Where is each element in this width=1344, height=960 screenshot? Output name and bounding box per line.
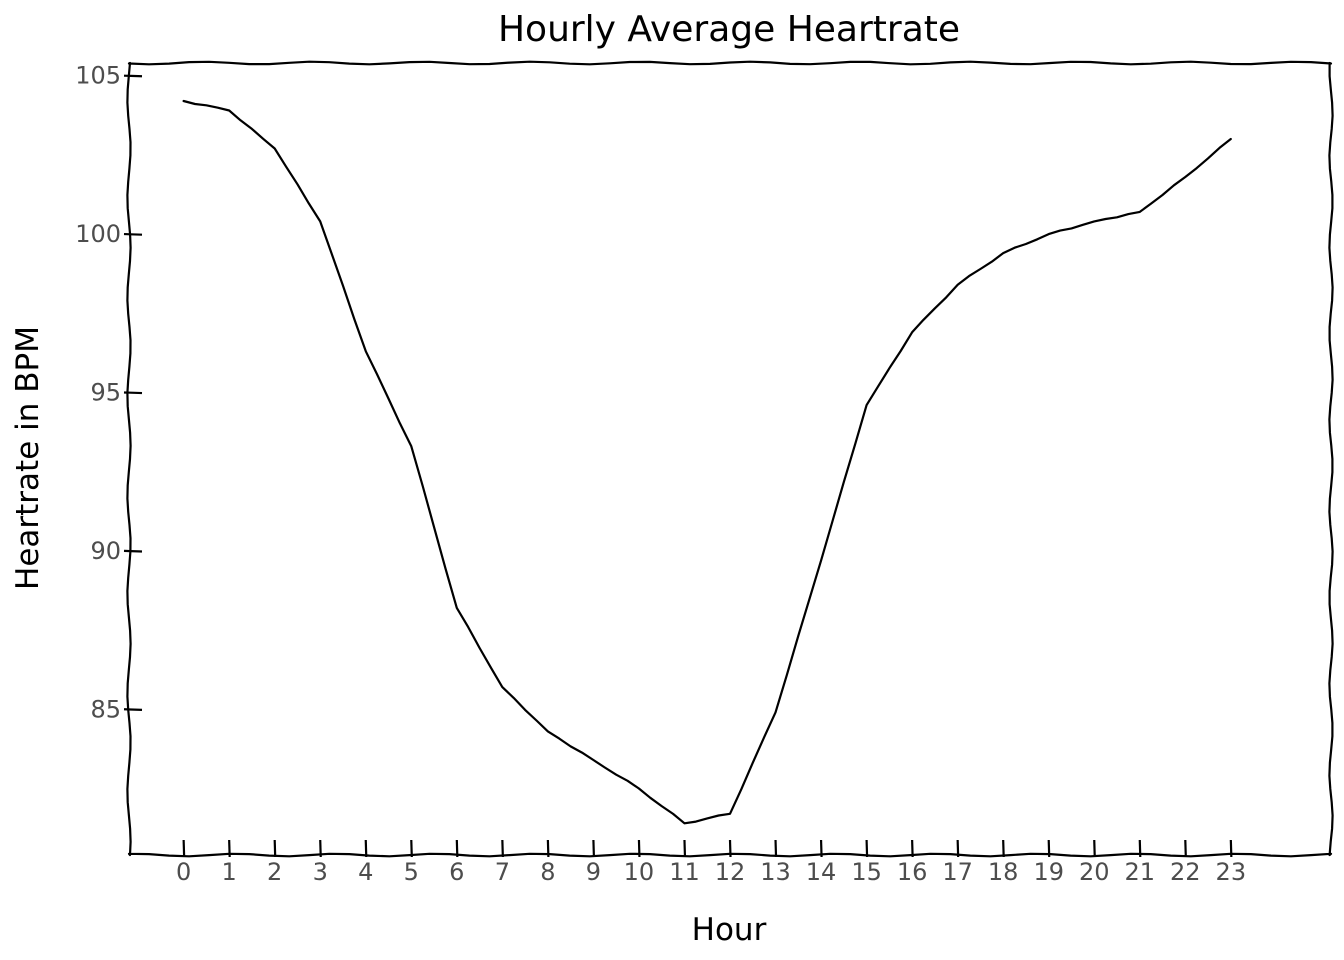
data-point-hour-20 [1091,218,1097,224]
data-point-hour-13 [773,709,779,715]
x-tick-mark [865,839,869,858]
y-tick-label: 105 [75,62,121,90]
x-tick-mark [319,839,322,858]
data-point-hour-0 [181,98,187,104]
x-tick-label: 8 [540,858,555,886]
data-point-hour-3 [317,218,323,224]
x-tick-mark [592,839,596,858]
data-point-hour-6 [454,605,460,611]
x-tick-mark [546,839,550,858]
x-tick-label: 7 [495,858,510,886]
x-tick-label: 20 [1079,858,1110,886]
y-axis-title: Heartrate in BPM [10,326,46,590]
x-tick-mark [774,839,778,858]
x-tick-label: 12 [715,858,746,886]
data-point-hour-1 [226,108,232,114]
data-point-hour-18 [1000,250,1006,256]
x-tick-mark [637,839,641,858]
x-tick-label: 19 [1033,858,1064,886]
chart-title: Hourly Average Heartrate [498,9,960,50]
x-axis-title: Hour [692,912,767,948]
x-tick-mark [1138,839,1142,858]
data-point-hour-22 [1182,174,1188,180]
y-tick-label: 95 [90,378,121,406]
series-line [182,99,1232,825]
x-tick-label: 15 [851,858,882,886]
x-tick-label: 2 [267,858,282,886]
x-tick-label: 17 [942,858,973,886]
x-tick-mark [1093,839,1096,858]
data-point-hour-15 [864,402,870,408]
y-tick-mark [123,232,143,236]
x-tick-mark [1002,839,1005,858]
plot-panel-border [126,60,1334,858]
y-axis: 85 90 95 100 105 [75,62,143,723]
y-tick-mark [123,708,143,711]
data-point-hour-19 [1046,231,1052,237]
data-point-hour-21 [1137,209,1143,215]
x-tick-label: 5 [404,858,419,886]
data-point-hour-2 [272,146,278,152]
x-tick-mark [228,839,231,858]
y-tick-label: 100 [75,220,121,248]
data-point-hour-4 [363,348,369,354]
y-tick-mark [123,391,143,395]
x-tick-mark [501,839,504,858]
x-tick-label: 3 [313,858,328,886]
x-tick-mark [728,839,732,858]
x-tick-mark [410,839,413,858]
x-tick-mark [364,839,368,858]
x-tick-label: 16 [897,858,928,886]
x-tick-label: 14 [806,858,837,886]
x-tick-label: 9 [586,858,601,886]
x-tick-mark [1047,839,1051,858]
x-tick-label: 21 [1124,858,1155,886]
x-tick-mark [683,839,687,858]
y-tick-label: 90 [90,537,121,565]
data-point-hour-11 [681,820,687,826]
y-tick-label: 85 [90,695,121,723]
x-tick-mark [182,839,186,858]
x-tick-mark [819,839,823,858]
x-tick-label: 22 [1170,858,1201,886]
x-tick-mark [1229,839,1233,858]
x-tick-label: 13 [760,858,791,886]
y-tick-mark [123,74,143,78]
x-tick-label: 6 [449,858,464,886]
y-tick-mark [123,549,143,553]
x-tick-label: 18 [988,858,1019,886]
x-axis: 0 1 2 3 4 5 6 7 8 9 10 11 12 13 14 15 16 17 18 19 20 21 22 23 [176,839,1247,886]
x-tick-label: 23 [1216,858,1247,886]
x-tick-label: 11 [669,858,700,886]
x-tick-mark [911,839,914,858]
data-point-hour-17 [955,282,961,288]
data-point-hour-5 [408,443,414,449]
x-tick-mark [455,839,459,858]
data-point-hour-7 [499,684,505,690]
data-point-hour-14 [818,557,824,563]
x-tick-label: 0 [176,858,191,886]
data-point-hour-10 [636,785,642,791]
series-layer [181,98,1234,826]
data-point-hour-16 [909,329,915,335]
x-tick-label: 4 [358,858,373,886]
data-point-hour-8 [545,728,551,734]
data-point-hour-12 [727,811,733,817]
x-tick-mark [956,839,960,858]
data-point-hour-9 [590,757,596,763]
x-tick-label: 10 [624,858,655,886]
x-tick-label: 1 [222,858,237,886]
x-tick-mark [1184,839,1187,858]
data-point-hour-23 [1228,136,1234,142]
x-tick-mark [273,839,277,858]
